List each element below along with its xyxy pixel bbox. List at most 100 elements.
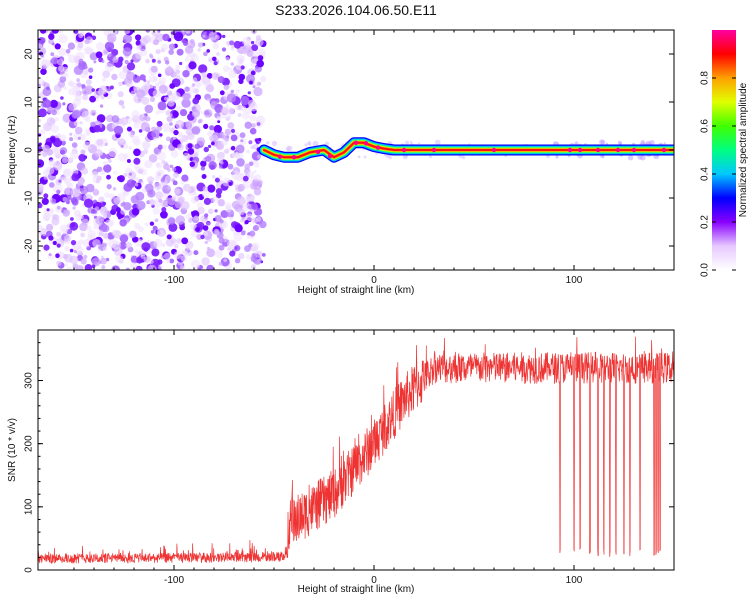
noise-dot — [38, 108, 47, 118]
ytick-label: 10 — [24, 96, 35, 108]
noise-dot — [101, 77, 107, 82]
noise-dot — [122, 47, 132, 57]
noise-dot — [143, 142, 150, 149]
noise-dot — [90, 208, 96, 214]
noise-dot — [169, 258, 175, 264]
noise-dot — [230, 62, 235, 66]
noise-dot — [173, 31, 184, 42]
noise-dot — [40, 129, 46, 135]
noise-dot — [139, 74, 146, 81]
noise-dot — [69, 137, 74, 142]
noise-dot — [244, 163, 251, 170]
noise-dot — [103, 164, 112, 173]
noise-dot — [176, 75, 181, 80]
noise-dot — [101, 224, 110, 233]
noise-dot — [174, 201, 182, 209]
noise-dot — [111, 73, 118, 81]
noise-dot — [188, 61, 197, 70]
noise-dot — [213, 228, 220, 236]
noise-dot — [191, 126, 201, 135]
noise-dot — [75, 214, 83, 221]
noise-dot — [244, 40, 253, 48]
noise-dot — [51, 217, 60, 226]
noise-dot — [204, 231, 209, 236]
noise-dot — [167, 217, 176, 225]
noise-dot — [100, 170, 106, 176]
noise-dot — [176, 238, 182, 244]
noise-dot — [206, 97, 210, 102]
noise-dot — [59, 76, 67, 83]
noise-dot — [116, 192, 127, 202]
noise-dot — [43, 244, 50, 251]
noise-dot — [156, 120, 163, 127]
noise-dot — [91, 264, 96, 269]
noise-dot — [84, 38, 90, 45]
noise-dot — [136, 89, 146, 99]
noise-dot — [154, 175, 160, 181]
noise-dot — [153, 238, 163, 248]
noise-dot — [95, 51, 103, 59]
noise-dot — [59, 176, 63, 180]
noise-dot — [90, 121, 96, 128]
ridge-peak — [567, 147, 573, 153]
ridge-speckle — [649, 140, 655, 146]
noise-dot — [53, 184, 63, 194]
noise-dot — [257, 154, 262, 159]
noise-dot — [260, 75, 267, 83]
noise-dot — [50, 137, 56, 143]
noise-dot — [235, 144, 245, 154]
noise-dot — [183, 251, 188, 256]
noise-dot — [63, 230, 67, 234]
noise-dot — [152, 225, 158, 231]
noise-dot — [77, 42, 84, 49]
noise-dot — [189, 39, 195, 44]
noise-dot — [193, 152, 199, 158]
noise-dot — [140, 181, 145, 185]
snr-frame — [37, 329, 675, 571]
noise-dot — [151, 129, 161, 139]
noise-dot — [166, 234, 172, 240]
noise-dot — [93, 224, 99, 230]
noise-dot — [164, 66, 174, 76]
noise-dot — [48, 235, 54, 241]
noise-dot — [202, 34, 206, 38]
noise-dot — [128, 146, 133, 150]
noise-dot — [132, 236, 139, 243]
noise-dot — [73, 120, 80, 127]
noise-dot — [62, 102, 66, 106]
noise-dot — [102, 246, 108, 252]
noise-dot — [128, 215, 133, 219]
noise-dot — [206, 84, 214, 92]
noise-dot — [141, 96, 150, 105]
noise-dot — [112, 187, 117, 191]
noise-dot — [218, 244, 225, 251]
noise-dot — [201, 267, 206, 270]
noise-dot — [234, 224, 243, 233]
noise-dot — [217, 76, 225, 84]
noise-dot — [138, 129, 143, 133]
noise-dot — [218, 165, 223, 169]
noise-dot — [93, 125, 101, 133]
ridge-speckle — [435, 139, 441, 146]
noise-dot — [134, 222, 141, 230]
noise-dot — [206, 72, 213, 79]
noise-dot — [253, 87, 263, 97]
noise-dot — [93, 90, 102, 99]
noise-dot — [119, 234, 129, 243]
noise-dot — [236, 158, 245, 167]
noise-dot — [59, 134, 67, 142]
noise-dot — [154, 218, 159, 223]
noise-dot — [113, 125, 124, 135]
ridge-speckle — [405, 140, 409, 145]
noise-dot — [158, 264, 163, 270]
noise-dot — [240, 230, 246, 236]
noise-dot — [102, 232, 109, 239]
ridge-peak — [353, 140, 359, 145]
noise-dot — [123, 202, 132, 211]
noise-dot — [117, 175, 125, 183]
noise-dot — [49, 99, 59, 108]
noise-dot — [48, 253, 52, 257]
noise-dot — [151, 58, 156, 63]
noise-dot — [117, 91, 124, 98]
